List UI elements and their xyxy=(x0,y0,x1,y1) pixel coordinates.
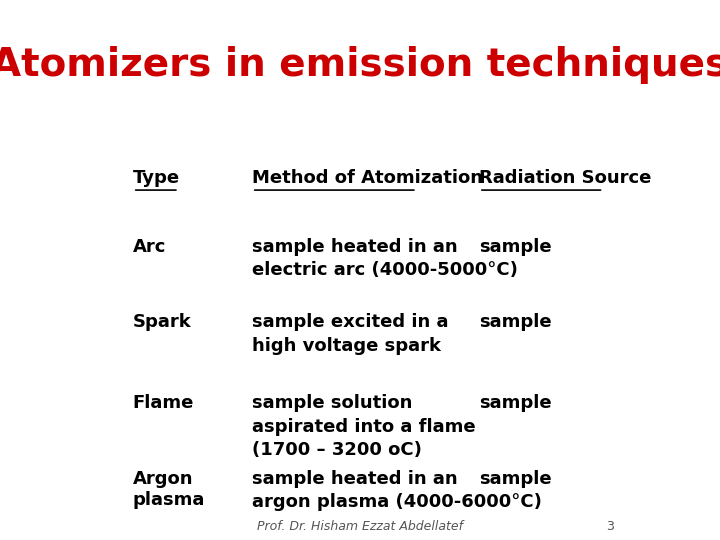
Text: Spark: Spark xyxy=(132,313,192,331)
Text: Type: Type xyxy=(132,169,180,187)
Text: sample solution
aspirated into a flame
(1700 – 3200 oC): sample solution aspirated into a flame (… xyxy=(252,394,475,460)
Text: Argon
plasma: Argon plasma xyxy=(132,470,205,509)
Text: sample: sample xyxy=(479,470,552,488)
Text: Atomizers in emission techniques: Atomizers in emission techniques xyxy=(0,46,720,84)
Text: sample excited in a
high voltage spark: sample excited in a high voltage spark xyxy=(252,313,449,355)
Text: sample: sample xyxy=(479,313,552,331)
Text: Flame: Flame xyxy=(132,394,194,412)
Text: sample: sample xyxy=(479,238,552,255)
Text: Arc: Arc xyxy=(132,238,166,255)
Text: sample: sample xyxy=(479,394,552,412)
Text: 3: 3 xyxy=(606,520,614,533)
Text: sample heated in an
electric arc (4000-5000°C): sample heated in an electric arc (4000-5… xyxy=(252,238,518,279)
Text: sample heated in an
argon plasma (4000-6000°C): sample heated in an argon plasma (4000-6… xyxy=(252,470,541,511)
Text: Method of Atomization: Method of Atomization xyxy=(252,169,483,187)
Text: Radiation Source: Radiation Source xyxy=(479,169,652,187)
Text: Prof. Dr. Hisham Ezzat Abdellatef: Prof. Dr. Hisham Ezzat Abdellatef xyxy=(257,520,463,533)
